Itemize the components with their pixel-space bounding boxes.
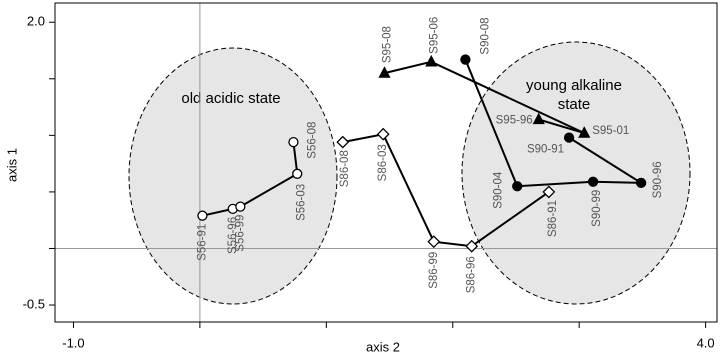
point-label: S86-99 [428, 252, 440, 289]
point-label: S95-08 [382, 26, 394, 63]
point-label: S86-03 [377, 144, 389, 181]
point-label: S95-96 [496, 115, 533, 127]
point [542, 185, 556, 199]
point-label: S90-04 [492, 171, 504, 209]
annotation: old acidic state [181, 90, 280, 107]
point [465, 239, 479, 253]
point-label: S56-08 [306, 122, 318, 159]
point [378, 66, 391, 78]
point-label: S56-96 [227, 217, 239, 254]
point [197, 210, 208, 221]
point-label: S86-96 [466, 256, 478, 293]
point [376, 127, 390, 141]
point [288, 136, 299, 148]
point [460, 54, 471, 65]
point-label: S90-91 [527, 144, 564, 156]
x-axis-label: axis 2 [366, 339, 400, 354]
plot-frame [54, 2, 718, 323]
point-label: S56-91 [196, 224, 208, 261]
point-label: S86-08 [339, 150, 351, 187]
point [336, 135, 350, 149]
annotation: young alkaline [526, 77, 622, 94]
point-label: S56-99 [234, 215, 246, 252]
point [235, 201, 246, 212]
point [532, 112, 545, 125]
point [427, 235, 441, 249]
point [578, 126, 591, 138]
point [587, 176, 599, 187]
group-ellipse [128, 47, 338, 305]
y-tick-label: -0.5 [23, 296, 45, 311]
point-label: S90-96 [652, 161, 664, 198]
x-tick-label: -1.0 [62, 335, 84, 350]
y-axis-label: axis 1 [4, 148, 19, 182]
series-line [384, 60, 585, 135]
annotation: state [558, 96, 591, 113]
point [292, 168, 303, 179]
point-label: S95-06 [428, 17, 440, 54]
point-label: S90-08 [479, 17, 491, 54]
group-ellipse [461, 41, 691, 305]
point-label: S95-01 [592, 125, 629, 137]
point [512, 181, 523, 192]
point [425, 54, 438, 67]
y-tick-label: 2.0 [27, 14, 45, 29]
x-tick-label: 4.0 [697, 335, 715, 350]
point-label: S56-03 [295, 184, 307, 221]
point-label: S90-99 [591, 190, 603, 227]
point [635, 177, 647, 189]
point-label: S86-91 [547, 200, 559, 237]
point [563, 132, 575, 143]
